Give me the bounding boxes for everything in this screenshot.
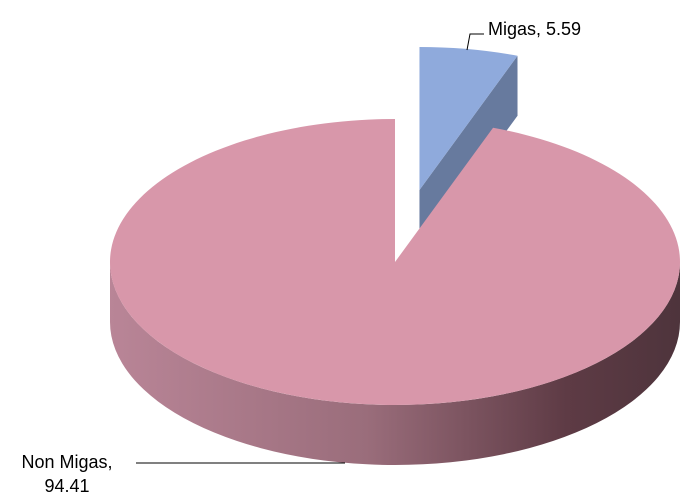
- pie-slice: [419, 47, 518, 190]
- data-label: Non Migas, 94.41: [21, 452, 113, 496]
- leader-line: [466, 33, 484, 51]
- data-label: Migas, 5.59: [488, 19, 582, 39]
- pie-side: [110, 262, 680, 465]
- pie-slice: [109, 119, 681, 405]
